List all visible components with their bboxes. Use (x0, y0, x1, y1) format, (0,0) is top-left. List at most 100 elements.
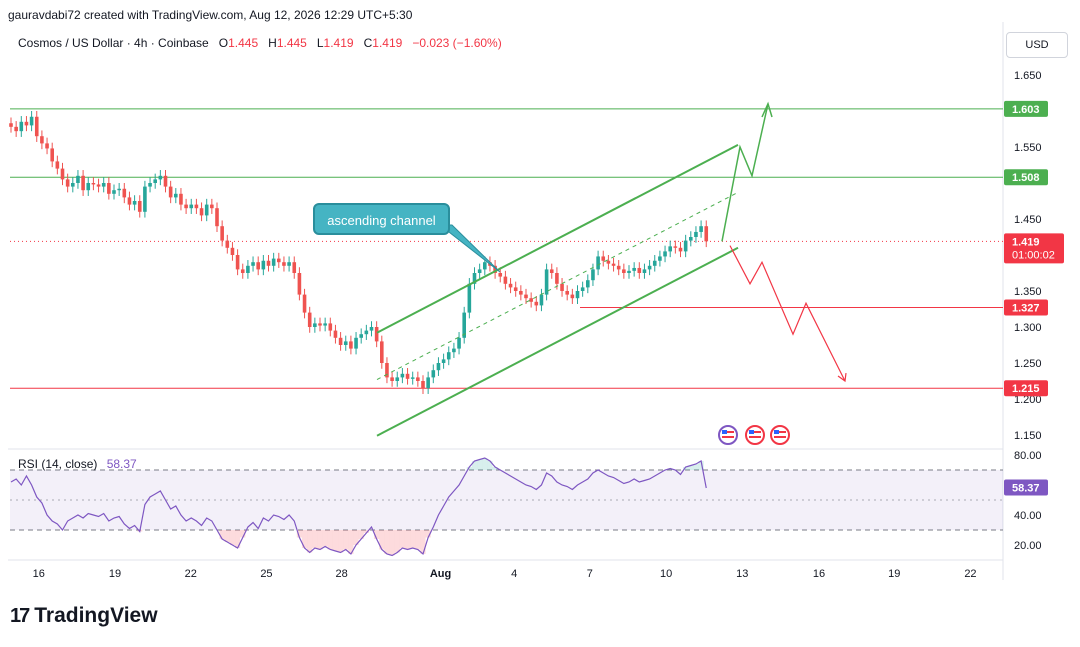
candle-body (462, 312, 466, 338)
candle-body (251, 262, 255, 266)
candle-body (261, 260, 266, 270)
candle-body (204, 204, 209, 216)
rsi-oversold-fill (399, 530, 405, 548)
rsi-oversold-fill (363, 530, 369, 533)
candle-body (369, 327, 374, 331)
candle-body (431, 370, 436, 378)
close-key: C (363, 36, 373, 50)
candle-body (297, 273, 302, 295)
rsi-oversold-fill (394, 530, 400, 553)
rsi-oversold-fill (327, 530, 333, 550)
candle-body (472, 273, 477, 284)
rsi-value: 58.37 (106, 457, 137, 471)
candle-body (225, 240, 230, 248)
flag-stripe (749, 431, 761, 433)
candle-body (694, 231, 698, 237)
time-tick-label: 19 (109, 568, 121, 580)
channel-upper-line (376, 143, 739, 334)
candle-body (493, 265, 497, 273)
rsi-line (10, 457, 707, 557)
rsi-oversold-fill (343, 530, 349, 550)
candle-body (390, 377, 394, 381)
candle-body (374, 327, 379, 342)
candle-body (307, 312, 312, 327)
time-tick-label: 19 (888, 568, 900, 580)
price-tick-label: 1.300 (1014, 322, 1042, 334)
forecast-down-arrowhead (837, 373, 847, 383)
candle-body (452, 348, 456, 353)
candle-body (483, 262, 487, 270)
candle-body (524, 294, 528, 299)
candle-body (153, 179, 157, 183)
candle-body (441, 359, 446, 363)
candle-body (575, 291, 580, 299)
candle-body (148, 183, 152, 187)
candle-body (86, 183, 91, 191)
candle-body (503, 276, 508, 284)
candle-body (179, 193, 183, 205)
flag-stripe (722, 436, 734, 438)
time-tick-label: 22 (185, 568, 197, 580)
rsi-oversold-fill (307, 530, 313, 553)
time-tick-label: 4 (511, 568, 517, 580)
candle-body (627, 270, 631, 273)
candle-body (60, 168, 65, 180)
countdown-label: 01:00:02 (1012, 249, 1055, 261)
level-tag (1004, 169, 1048, 186)
tradingview-brand[interactable]: 17 TradingView (10, 604, 158, 628)
rsi-oversold-fill (224, 530, 230, 542)
candle-body (405, 373, 410, 379)
candle-body (591, 269, 595, 281)
rsi-oversold-fill (312, 530, 318, 548)
price-tick-label: 1.650 (1014, 70, 1042, 82)
candle-body (271, 258, 276, 266)
candle-body (143, 186, 147, 212)
brand-name: TradingView (34, 604, 158, 627)
rsi-title: RSI (14, close) (18, 457, 98, 471)
rsi-oversold-fill (384, 530, 390, 554)
candle-body (81, 175, 85, 191)
candle-body (689, 237, 693, 241)
candle-body (40, 136, 44, 144)
price-tick-label: 1.200 (1014, 394, 1042, 406)
candle-body (343, 341, 348, 345)
rsi-oversold-fill (229, 530, 236, 545)
channel-lower-line (376, 246, 739, 437)
candle-body (513, 287, 518, 291)
candle-body (158, 175, 163, 180)
candle-body (338, 337, 343, 345)
candle-body (220, 226, 224, 241)
rsi-oversold-fill (235, 530, 241, 548)
candle-body (292, 262, 297, 273)
time-tick-label: 16 (33, 568, 45, 580)
price-tick-label: 1.250 (1014, 358, 1042, 370)
high-key: H (268, 36, 277, 50)
candle-body (586, 280, 590, 288)
candle-body (565, 291, 569, 295)
rsi-oversold-fill (332, 530, 339, 551)
rsi-oversold-fill (404, 530, 411, 550)
rsi-oversold-fill (296, 530, 302, 538)
candle-body (606, 260, 611, 264)
candle-body (76, 175, 80, 183)
level-tag-label: 1.215 (1012, 383, 1040, 395)
candle-body (101, 183, 106, 187)
candle-body (477, 269, 482, 273)
candle-body (349, 341, 353, 349)
rsi-overbought-fill (471, 461, 478, 470)
channel-mid-line (376, 191, 739, 381)
candle-body (65, 179, 70, 187)
candle-body (601, 256, 606, 261)
candle-body (323, 323, 327, 326)
candle-body (642, 269, 647, 273)
currency-selector[interactable]: USD (1006, 32, 1068, 58)
last-price-label: 1.419 (1012, 236, 1040, 248)
candle-body (467, 283, 472, 313)
candle-body (246, 265, 250, 273)
level-tag (1004, 299, 1048, 316)
candle-body (570, 294, 575, 299)
candle-body (313, 323, 317, 327)
candle-body (34, 116, 39, 137)
candle-body (364, 330, 369, 335)
rsi-overbought-fill (698, 461, 704, 470)
